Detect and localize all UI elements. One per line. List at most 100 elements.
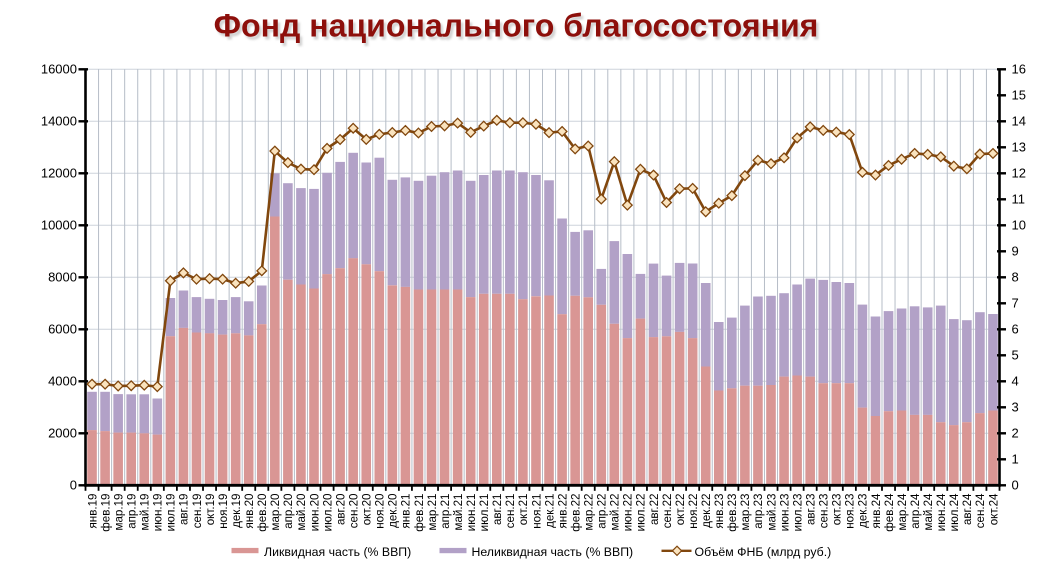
svg-text:15: 15 bbox=[1012, 87, 1026, 102]
svg-text:Ликвидная часть (% ВВП): Ликвидная часть (% ВВП) bbox=[264, 545, 411, 559]
svg-text:8000: 8000 bbox=[48, 269, 77, 284]
svg-text:сен.22: сен.22 bbox=[661, 494, 674, 529]
svg-text:2000: 2000 bbox=[48, 425, 77, 440]
svg-text:ноя.20: ноя.20 bbox=[374, 494, 387, 529]
svg-text:16000: 16000 bbox=[41, 61, 77, 76]
svg-text:авг.22: авг.22 bbox=[648, 494, 661, 526]
svg-text:апр.23: апр.23 bbox=[752, 494, 765, 529]
svg-text:5: 5 bbox=[1012, 347, 1019, 362]
svg-text:12: 12 bbox=[1012, 165, 1026, 180]
svg-text:авг.20: авг.20 bbox=[334, 494, 347, 526]
svg-text:апр.19: апр.19 bbox=[126, 494, 139, 529]
svg-text:8: 8 bbox=[1012, 269, 1019, 284]
svg-text:май.22: май.22 bbox=[609, 494, 622, 531]
svg-text:мар.24: мар.24 bbox=[896, 493, 909, 531]
svg-text:дек.19: дек.19 bbox=[230, 494, 243, 528]
svg-text:дек.22: дек.22 bbox=[700, 494, 713, 528]
svg-text:дек.20: дек.20 bbox=[387, 494, 400, 528]
svg-text:окт.22: окт.22 bbox=[674, 494, 687, 526]
svg-text:июл.22: июл.22 bbox=[635, 494, 648, 532]
svg-text:16: 16 bbox=[1012, 61, 1026, 76]
svg-text:2: 2 bbox=[1012, 425, 1019, 440]
svg-text:6: 6 bbox=[1012, 321, 1019, 336]
svg-text:сен.20: сен.20 bbox=[347, 494, 360, 529]
svg-text:май.23: май.23 bbox=[765, 494, 778, 531]
svg-text:окт.24: окт.24 bbox=[987, 493, 1000, 525]
svg-text:июн.24: июн.24 bbox=[935, 493, 948, 531]
svg-text:янв.24: янв.24 bbox=[870, 493, 883, 529]
svg-text:янв.21: янв.21 bbox=[400, 494, 413, 529]
svg-text:янв.22: янв.22 bbox=[556, 494, 569, 529]
svg-text:июн.22: июн.22 bbox=[622, 494, 635, 532]
svg-text:10000: 10000 bbox=[41, 217, 77, 232]
svg-text:окт.19: окт.19 bbox=[204, 494, 217, 526]
svg-text:мар.19: мар.19 bbox=[112, 494, 125, 531]
svg-text:фев.24: фев.24 bbox=[883, 493, 896, 532]
svg-text:ноя.19: ноя.19 bbox=[217, 494, 230, 529]
svg-text:10: 10 bbox=[1012, 217, 1026, 232]
svg-text:дек.23: дек.23 bbox=[857, 494, 870, 528]
svg-text:апр.21: апр.21 bbox=[439, 494, 452, 529]
svg-text:14000: 14000 bbox=[41, 113, 77, 128]
svg-text:11: 11 bbox=[1012, 191, 1026, 206]
svg-text:фев.22: фев.22 bbox=[569, 494, 582, 532]
svg-text:мар.20: мар.20 bbox=[269, 494, 282, 531]
svg-text:мар.22: мар.22 bbox=[583, 494, 596, 531]
svg-text:Фонд национального благосостоя: Фонд национального благосостояния bbox=[214, 8, 819, 44]
svg-text:июн.21: июн.21 bbox=[465, 494, 478, 532]
svg-text:июл.20: июл.20 bbox=[321, 494, 334, 532]
svg-text:май.20: май.20 bbox=[295, 494, 308, 531]
svg-text:ноя.23: ноя.23 bbox=[844, 494, 857, 529]
svg-text:Фонд национального благосостоя: Фонд национального благосостояния bbox=[216, 11, 821, 47]
svg-text:окт.20: окт.20 bbox=[361, 494, 374, 526]
svg-text:4: 4 bbox=[1012, 373, 1019, 388]
svg-text:фев.23: фев.23 bbox=[726, 494, 739, 532]
svg-text:авг.21: авг.21 bbox=[491, 494, 504, 526]
svg-text:фев.20: фев.20 bbox=[256, 494, 269, 532]
svg-text:сен.23: сен.23 bbox=[818, 494, 831, 529]
svg-text:Объём ФНБ (млрд руб.): Объём ФНБ (млрд руб.) bbox=[695, 545, 832, 559]
svg-text:сен.19: сен.19 bbox=[191, 494, 204, 529]
svg-text:6000: 6000 bbox=[48, 321, 77, 336]
svg-text:ноя.22: ноя.22 bbox=[687, 494, 700, 529]
svg-text:сен.21: сен.21 bbox=[504, 494, 517, 529]
svg-text:июл.19: июл.19 bbox=[165, 494, 178, 532]
svg-text:янв.19: янв.19 bbox=[86, 494, 99, 529]
svg-text:1: 1 bbox=[1012, 451, 1019, 466]
svg-text:сен.24: сен.24 bbox=[974, 493, 987, 528]
svg-text:0: 0 bbox=[1012, 477, 1019, 492]
svg-text:окт.23: окт.23 bbox=[831, 494, 844, 526]
svg-text:янв.20: янв.20 bbox=[243, 494, 256, 529]
svg-text:июн.19: июн.19 bbox=[152, 494, 165, 532]
svg-text:9: 9 bbox=[1012, 243, 1019, 258]
svg-text:мар.21: мар.21 bbox=[426, 494, 439, 531]
svg-text:июл.23: июл.23 bbox=[791, 494, 804, 532]
svg-text:янв.23: янв.23 bbox=[713, 494, 726, 529]
svg-text:фев.21: фев.21 bbox=[413, 494, 426, 532]
svg-text:авг.23: авг.23 bbox=[804, 494, 817, 526]
svg-text:май.24: май.24 bbox=[922, 493, 935, 531]
svg-text:7: 7 bbox=[1012, 295, 1019, 310]
svg-text:авг.19: авг.19 bbox=[178, 494, 191, 526]
svg-text:0: 0 bbox=[70, 477, 77, 492]
svg-text:май.21: май.21 bbox=[452, 494, 465, 531]
svg-text:Неликвидная часть (% ВВП): Неликвидная часть (% ВВП) bbox=[472, 545, 634, 559]
svg-text:ноя.21: ноя.21 bbox=[530, 494, 543, 529]
svg-text:4000: 4000 bbox=[48, 373, 77, 388]
svg-text:3: 3 bbox=[1012, 399, 1019, 414]
svg-text:13: 13 bbox=[1012, 139, 1026, 154]
svg-text:апр.24: апр.24 bbox=[909, 493, 922, 529]
svg-text:апр.20: апр.20 bbox=[282, 494, 295, 529]
svg-text:12000: 12000 bbox=[41, 165, 77, 180]
svg-text:дек.21: дек.21 bbox=[543, 494, 556, 528]
svg-text:июн.23: июн.23 bbox=[778, 494, 791, 532]
svg-text:мар.23: мар.23 bbox=[739, 494, 752, 531]
svg-text:июн.20: июн.20 bbox=[308, 494, 321, 532]
svg-text:май.19: май.19 bbox=[139, 494, 152, 531]
svg-text:14: 14 bbox=[1012, 113, 1026, 128]
svg-text:авг.24: авг.24 bbox=[961, 493, 974, 525]
svg-text:окт.21: окт.21 bbox=[517, 494, 530, 526]
svg-text:апр.22: апр.22 bbox=[596, 494, 609, 529]
svg-text:июл.24: июл.24 bbox=[948, 493, 961, 531]
svg-text:июл.21: июл.21 bbox=[478, 494, 491, 532]
